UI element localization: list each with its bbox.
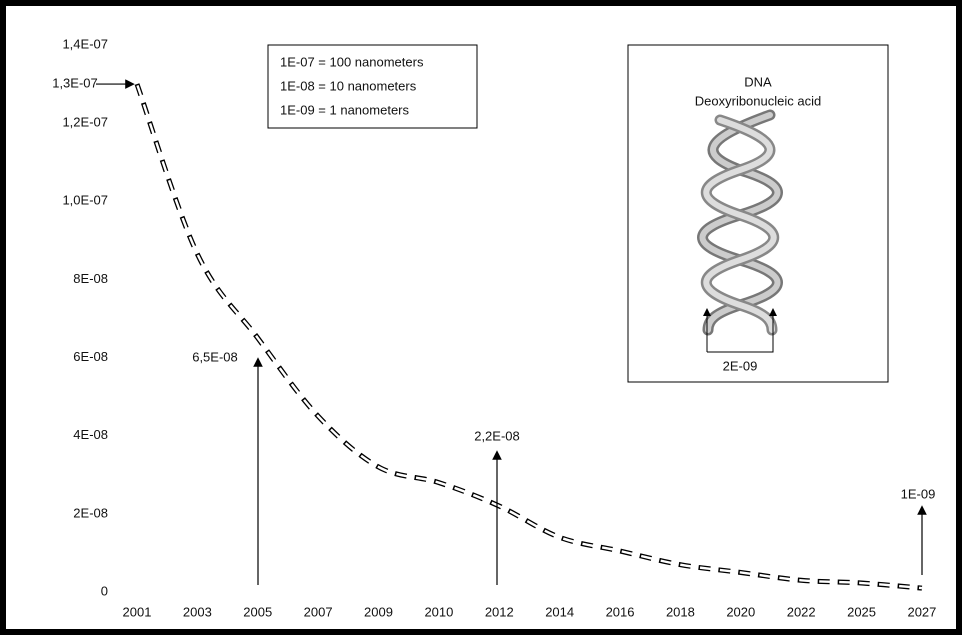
y-tick-label: 1,4E-07: [62, 36, 108, 51]
x-tick-label: 2001: [123, 604, 152, 619]
chart: 1E-07 = 100 nanometers 1E-08 = 10 nanome…: [0, 0, 962, 635]
y-tick-label: 4E-08: [73, 427, 108, 442]
inset-title: DNA: [744, 74, 772, 89]
x-tick-label: 2007: [304, 604, 333, 619]
x-tick-label: 2027: [907, 604, 936, 619]
x-tick-label: 2003: [183, 604, 212, 619]
legend-line: 1E-07 = 100 nanometers: [280, 54, 424, 69]
legend-line: 1E-09 = 1 nanometers: [280, 102, 409, 117]
y-tick-label: 1,0E-07: [62, 193, 108, 208]
y-tick-label: 0: [101, 583, 108, 598]
annotation: 1E-09: [901, 486, 936, 501]
x-tick-label: 2005: [243, 604, 272, 619]
inset-label: 2E-09: [723, 358, 758, 373]
y-tick-label: 2E-08: [73, 505, 108, 520]
x-tick-label: 2016: [606, 604, 635, 619]
inset-subtitle: Deoxyribonucleic acid: [695, 93, 821, 108]
x-tick-label: 2009: [364, 604, 393, 619]
x-tick-label: 2018: [666, 604, 695, 619]
legend-line: 1E-08 = 10 nanometers: [280, 78, 417, 93]
annotation: 2,2E-08: [474, 428, 520, 443]
y-tick-label: 1,2E-07: [62, 115, 108, 130]
annotation: 1,3E-07: [52, 76, 98, 91]
x-tick-label: 2012: [485, 604, 514, 619]
x-tick-label: 2014: [545, 604, 574, 619]
y-tick-label: 6E-08: [73, 349, 108, 364]
x-tick-label: 2020: [726, 604, 755, 619]
x-tick-label: 2025: [847, 604, 876, 619]
x-tick-label: 2010: [424, 604, 453, 619]
annotation: 6,5E-08: [192, 349, 238, 364]
x-tick-label: 2022: [787, 604, 816, 619]
y-tick-label: 8E-08: [73, 271, 108, 286]
